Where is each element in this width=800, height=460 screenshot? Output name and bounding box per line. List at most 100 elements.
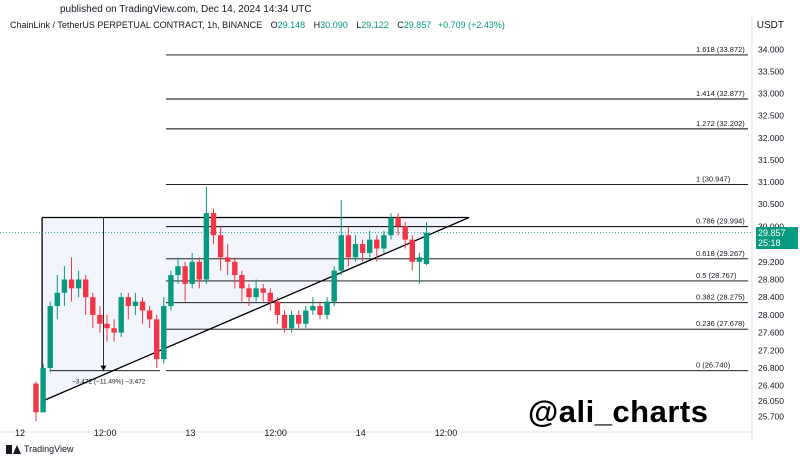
candle-body[interactable] bbox=[97, 314, 103, 324]
candle-body[interactable] bbox=[239, 275, 245, 289]
candle-body[interactable] bbox=[47, 306, 53, 369]
candle-body[interactable] bbox=[281, 314, 288, 329]
price-tick-label: 26.400 bbox=[758, 381, 784, 391]
candle-body[interactable] bbox=[253, 288, 259, 298]
candle-body[interactable] bbox=[132, 301, 139, 307]
symbol-title[interactable]: ChainLink / TetherUS PERPETUAL CONTRACT,… bbox=[10, 20, 263, 30]
candle-body[interactable] bbox=[267, 292, 273, 302]
candle-body[interactable] bbox=[303, 310, 309, 324]
candle-body[interactable] bbox=[246, 288, 252, 298]
candle-body[interactable] bbox=[296, 314, 302, 324]
open-label: O bbox=[270, 20, 278, 30]
candle-body[interactable] bbox=[317, 306, 323, 315]
currency-label[interactable]: USDT bbox=[756, 20, 784, 31]
candle-body[interactable] bbox=[125, 297, 131, 307]
candle-body[interactable] bbox=[402, 226, 408, 240]
price-tick-label: 28.000 bbox=[758, 310, 784, 320]
candle-body[interactable] bbox=[338, 235, 344, 271]
candle-body[interactable] bbox=[274, 301, 281, 315]
candle-body[interactable] bbox=[359, 244, 366, 253]
candle-body[interactable] bbox=[90, 297, 96, 315]
candle-body[interactable] bbox=[111, 328, 117, 333]
candle-body[interactable] bbox=[217, 235, 224, 258]
candle-body[interactable] bbox=[196, 261, 202, 280]
candle-body[interactable] bbox=[232, 261, 238, 276]
candle-body[interactable] bbox=[182, 266, 188, 284]
price-tick-label: 30.500 bbox=[758, 199, 784, 209]
fib-level-label: 0.236 (27.678) bbox=[696, 319, 745, 328]
time-tick-label: 12 bbox=[15, 428, 25, 438]
price-tick-label: 31.000 bbox=[758, 177, 784, 187]
fib-level-label: 0 (26.740) bbox=[696, 361, 731, 370]
high-value: 30.090 bbox=[320, 20, 348, 30]
candle-body[interactable] bbox=[345, 235, 352, 258]
candle-body[interactable] bbox=[61, 279, 68, 293]
candle-body[interactable] bbox=[54, 292, 60, 307]
candle-body[interactable] bbox=[68, 279, 75, 289]
candle-body[interactable] bbox=[118, 297, 124, 333]
close-label: C bbox=[397, 20, 404, 30]
candle-body[interactable] bbox=[175, 266, 181, 276]
bar-countdown: 25:18 bbox=[758, 237, 781, 248]
fib-level-label: 1.414 (32.877) bbox=[696, 89, 745, 98]
tradingview-logo-icon bbox=[6, 444, 21, 454]
time-tick-label: 14 bbox=[356, 428, 366, 438]
candle-body[interactable] bbox=[104, 323, 110, 329]
time-tick-label: 13 bbox=[185, 428, 195, 438]
candle-body[interactable] bbox=[367, 239, 373, 253]
candle-body[interactable] bbox=[288, 314, 295, 329]
candle-body[interactable] bbox=[189, 261, 195, 284]
tradingview-logo-text: TradingView bbox=[24, 444, 74, 454]
time-tick-label: 12:00 bbox=[94, 428, 117, 438]
candle-body[interactable] bbox=[352, 244, 359, 258]
price-tick-label: 28.800 bbox=[758, 274, 784, 284]
candle-body[interactable] bbox=[260, 288, 266, 293]
tradingview-logo[interactable]: TradingView bbox=[6, 444, 74, 454]
open-value: 29.148 bbox=[277, 20, 306, 30]
price-tick-label: 33.500 bbox=[758, 66, 784, 76]
fib-level-label: 1 (30.947) bbox=[696, 174, 731, 183]
price-tick-label: 29.200 bbox=[758, 257, 784, 267]
price-tick-label: 26.800 bbox=[758, 363, 784, 373]
candle-body[interactable] bbox=[416, 257, 423, 262]
symbol-header: ChainLink / TetherUS PERPETUAL CONTRACT,… bbox=[10, 20, 505, 30]
candle-body[interactable] bbox=[423, 232, 430, 265]
price-tick-label: 27.600 bbox=[758, 328, 784, 338]
last-price-value: 29.857 bbox=[758, 227, 786, 238]
price-tick-label: 25.700 bbox=[758, 412, 784, 422]
candle-body[interactable] bbox=[331, 270, 337, 302]
time-tick-label: 12:00 bbox=[435, 428, 458, 438]
close-value: 29.857 bbox=[403, 20, 432, 30]
candle-body[interactable] bbox=[40, 368, 46, 413]
candle-body[interactable] bbox=[310, 306, 316, 311]
price-tick-label: 30.000 bbox=[758, 221, 784, 231]
candle-body[interactable] bbox=[139, 301, 146, 311]
candle-body[interactable] bbox=[83, 279, 89, 298]
last-price-tag: 29.857 25:18 bbox=[756, 226, 798, 249]
measure-label: −3.472 (−11.49%) −3,472 bbox=[72, 379, 146, 386]
candle-body[interactable] bbox=[210, 213, 217, 236]
candle-body[interactable] bbox=[381, 235, 387, 249]
fib-level-label: 0.5 (28.767) bbox=[696, 271, 737, 280]
candle-body[interactable] bbox=[33, 383, 39, 413]
candle-body[interactable] bbox=[388, 217, 394, 236]
candle-body[interactable] bbox=[395, 217, 401, 227]
candle-body[interactable] bbox=[154, 319, 160, 360]
candle-body[interactable] bbox=[324, 301, 330, 315]
fib-level-label: 0.618 (29.267) bbox=[696, 249, 745, 258]
candle-body[interactable] bbox=[168, 275, 174, 307]
candle-body[interactable] bbox=[374, 239, 380, 249]
candle-body[interactable] bbox=[146, 310, 153, 320]
high-label: H bbox=[313, 20, 321, 30]
fib-level-label: 1.272 (32.202) bbox=[696, 119, 745, 128]
candle-body[interactable] bbox=[203, 213, 210, 280]
candle-body[interactable] bbox=[409, 239, 415, 262]
price-tick-label: 34.000 bbox=[758, 44, 784, 54]
fib-level-label: 1.618 (33.872) bbox=[696, 45, 745, 54]
time-tick-label: 12:00 bbox=[264, 428, 287, 438]
price-tick-label: 33.000 bbox=[758, 89, 784, 99]
candle-body[interactable] bbox=[75, 279, 82, 289]
candle-body[interactable] bbox=[225, 257, 231, 262]
candle-body[interactable] bbox=[161, 306, 167, 360]
